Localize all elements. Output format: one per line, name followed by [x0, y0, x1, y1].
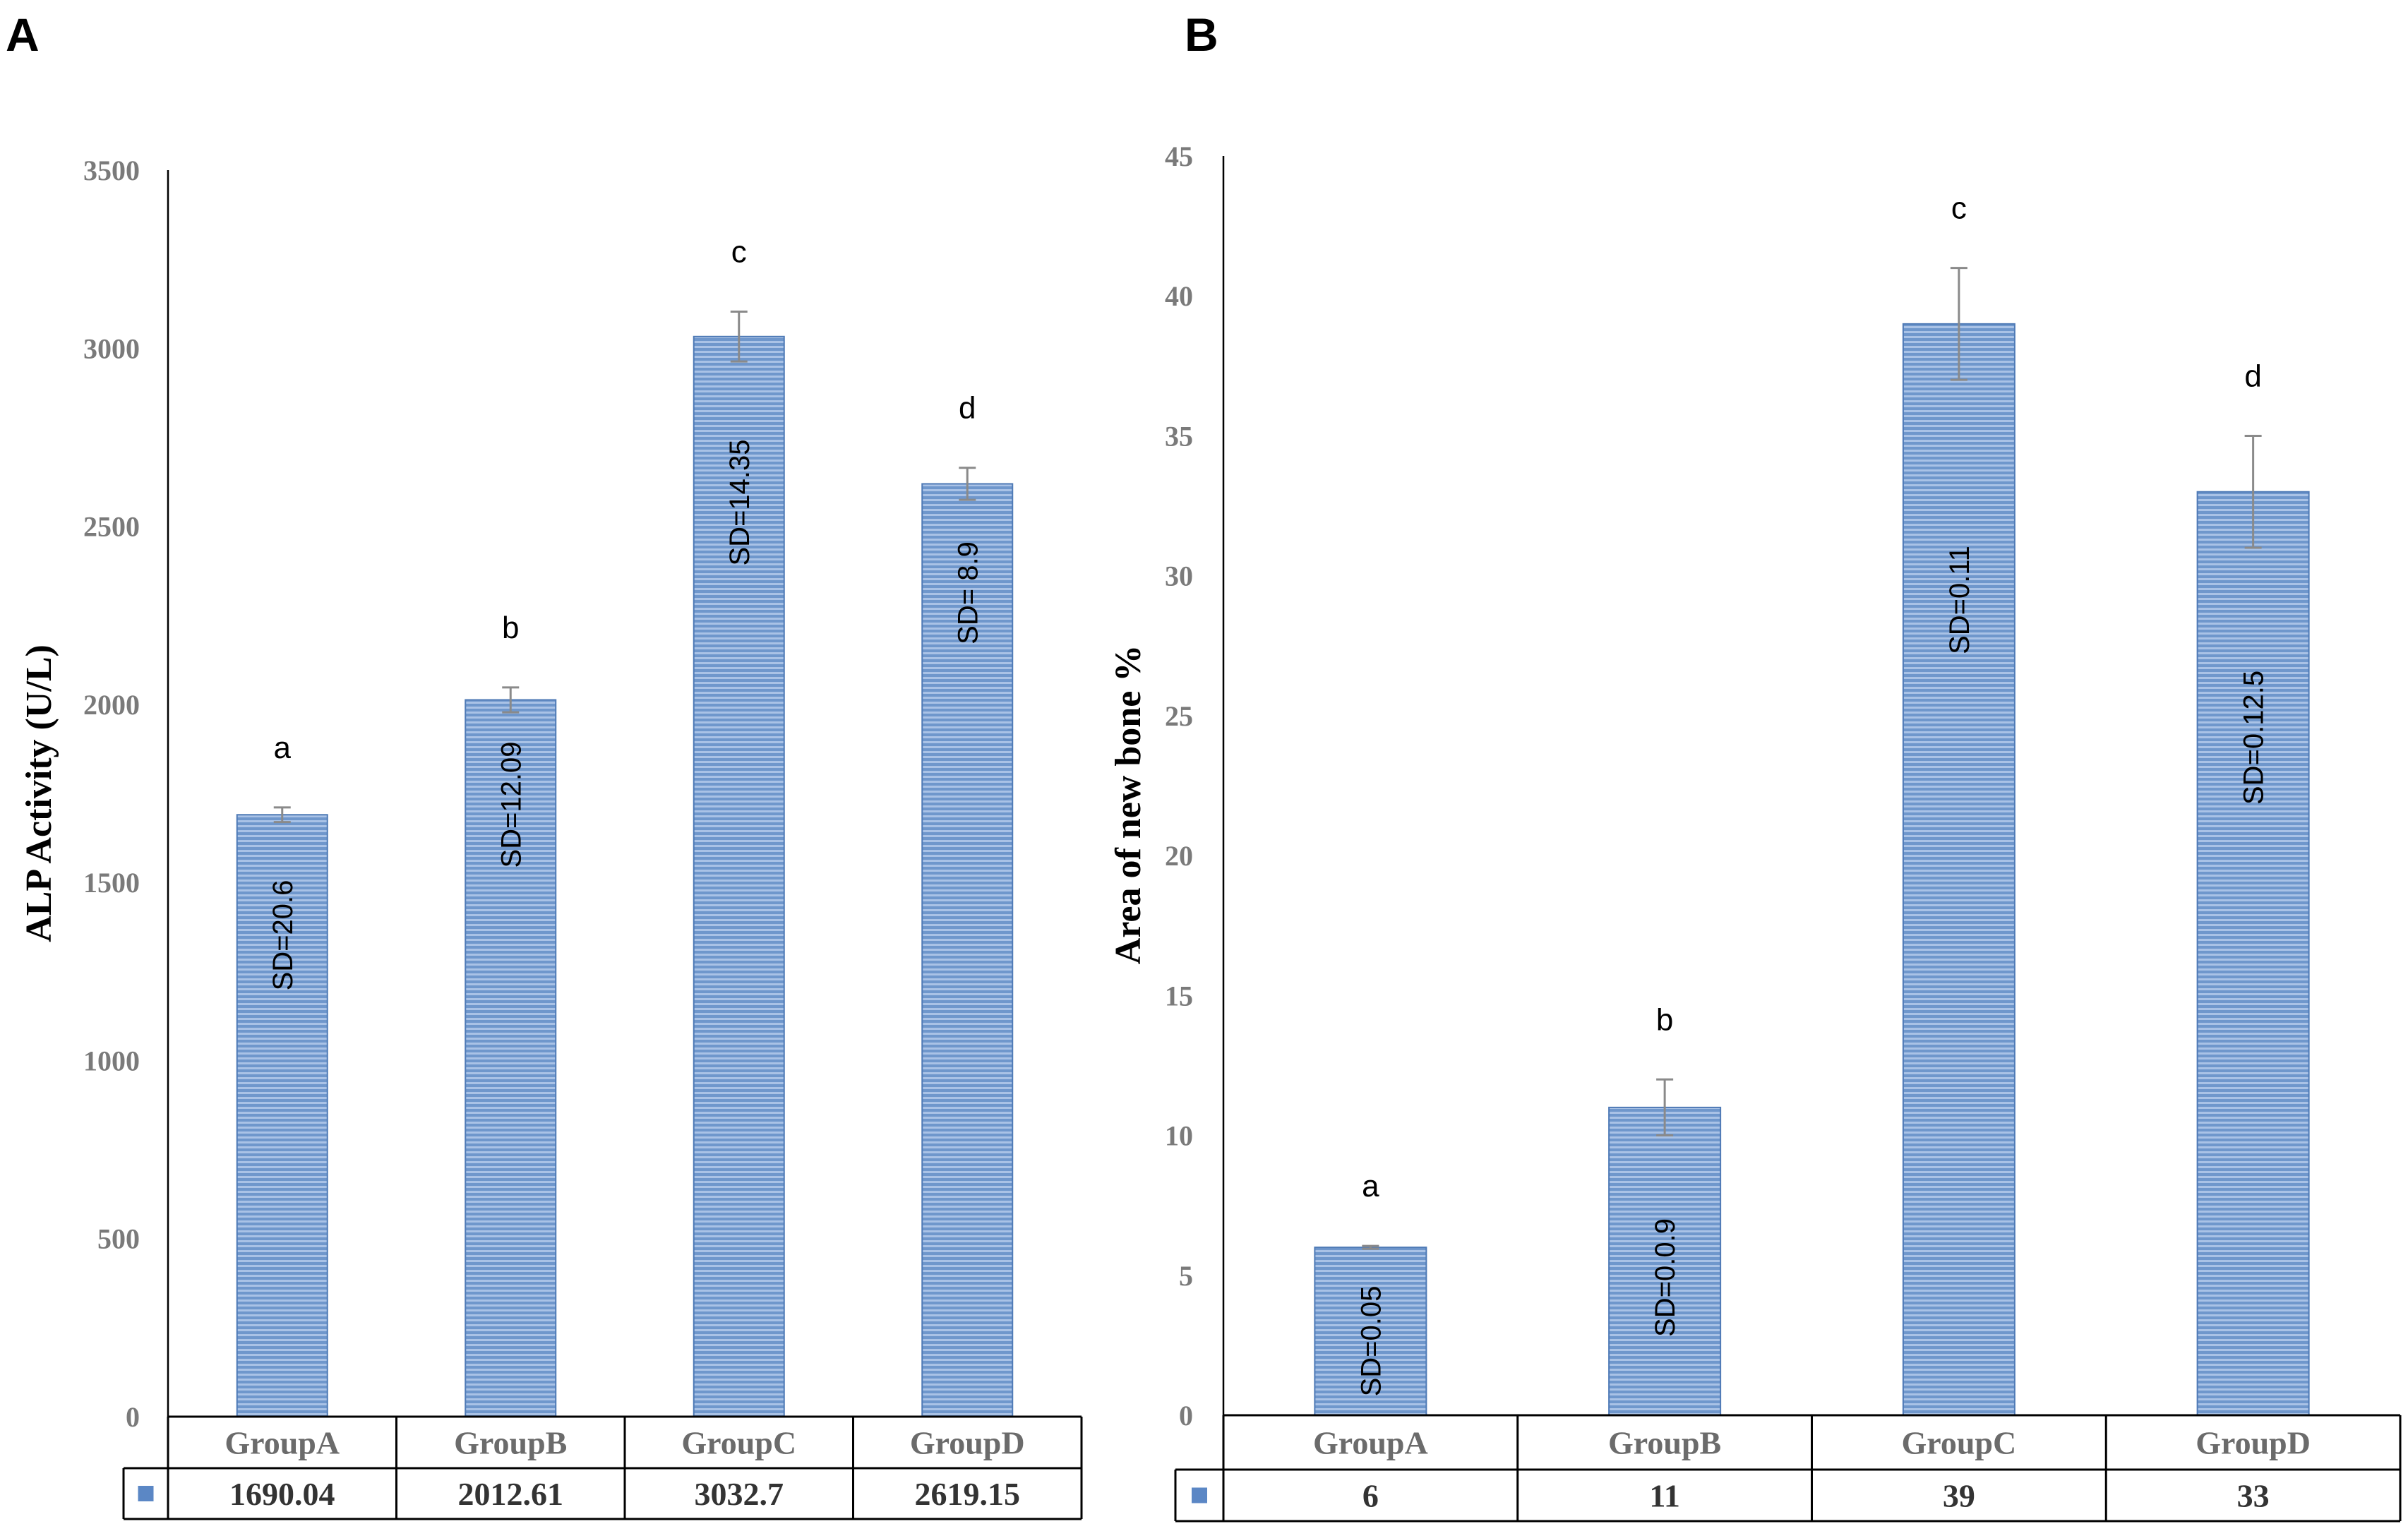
y-axis-title: Area of new bone % — [1108, 645, 1149, 965]
y-tick-label: 25 — [1165, 700, 1193, 732]
value-label: 33 — [2237, 1478, 2270, 1514]
bar — [1902, 323, 2015, 1416]
category-label: GroupA — [224, 1425, 340, 1461]
value-label: 11 — [1649, 1478, 1679, 1514]
y-tick-label: 35 — [1165, 420, 1193, 452]
sd-label: SD=14.35 — [724, 439, 755, 565]
y-tick-label: 40 — [1165, 280, 1193, 312]
value-label: 2619.15 — [915, 1476, 1021, 1512]
value-label: 2012.61 — [458, 1476, 564, 1512]
sd-label: SD=0.05 — [1355, 1286, 1386, 1397]
chart-panel-a: A 0 500 1000 1500 2000 2500 3000 3500 ALP Activit… — [6, 8, 1083, 1520]
significance-letter: c — [1951, 191, 1967, 226]
significance-letter: d — [959, 391, 976, 426]
legend-key — [138, 1486, 154, 1501]
significance-letter: b — [1656, 1002, 1673, 1037]
y-tick-label: 45 — [1165, 140, 1193, 172]
data-table: GroupA 1690.04 GroupB 2012.61 GroupC 3032.7 Gr… — [122, 1415, 1083, 1520]
y-tick-label: 2000 — [83, 689, 140, 721]
y-tick-label: 10 — [1165, 1120, 1193, 1152]
category-label: GroupC — [1901, 1425, 2016, 1461]
value-label: 6 — [1362, 1478, 1379, 1514]
significance-letter: d — [2244, 359, 2261, 393]
bar — [921, 483, 1014, 1417]
chart-panel-b: B 0 5 10 15 20 25 30 35 40 45 Area of new bone % a SD… — [1108, 8, 2402, 1523]
value-label: 3032.7 — [695, 1476, 784, 1512]
y-tick-label: 5 — [1179, 1260, 1193, 1292]
y-tick-label: 1000 — [83, 1045, 140, 1076]
category-label: GroupC — [681, 1425, 796, 1461]
value-label: 1690.04 — [229, 1476, 335, 1512]
y-axis-title: ALP Activity (U/L) — [19, 644, 59, 942]
category-label: GroupD — [2196, 1425, 2311, 1461]
category-label: GroupD — [910, 1425, 1025, 1461]
sd-label: SD=12.09 — [496, 741, 527, 867]
y-tick-label: 1500 — [83, 867, 140, 899]
category-label: GroupB — [454, 1425, 567, 1461]
bar — [1608, 1106, 1722, 1417]
panel-letter: A — [6, 8, 40, 61]
y-tick-label: 20 — [1165, 840, 1193, 872]
panel-letter: B — [1185, 8, 1218, 61]
bar — [693, 335, 785, 1417]
sd-label: SD=0.0.9 — [1650, 1218, 1681, 1337]
significance-letter: b — [502, 611, 519, 645]
sd-label: SD= 8.9 — [952, 541, 983, 644]
significance-letter: c — [731, 234, 747, 269]
y-tick-label: 500 — [97, 1223, 140, 1255]
y-tick-label: 0 — [126, 1401, 140, 1433]
bar — [2196, 491, 2310, 1417]
y-tick-label: 0 — [1179, 1400, 1193, 1431]
y-tick-label: 15 — [1165, 980, 1193, 1011]
data-table: GroupA 6 GroupB 11 GroupC 39 GroupD 33 — [1174, 1414, 2402, 1523]
y-tick-label: 3000 — [83, 332, 140, 364]
significance-letter: a — [1362, 1169, 1379, 1203]
y-tick-label: 2500 — [83, 511, 140, 543]
y-tick-label: 3500 — [83, 155, 140, 186]
bar — [1314, 1247, 1427, 1416]
y-tick-label: 30 — [1165, 560, 1193, 592]
category-label: GroupA — [1313, 1425, 1428, 1461]
sd-label: SD=20.6 — [268, 880, 299, 991]
value-label: 39 — [1943, 1478, 1975, 1514]
sd-label: SD=0.12.5 — [2239, 671, 2270, 805]
category-label: GroupB — [1608, 1425, 1721, 1461]
legend-key — [1192, 1487, 1207, 1503]
significance-letter: a — [274, 731, 292, 765]
sd-label: SD=0.11 — [1944, 546, 1975, 654]
